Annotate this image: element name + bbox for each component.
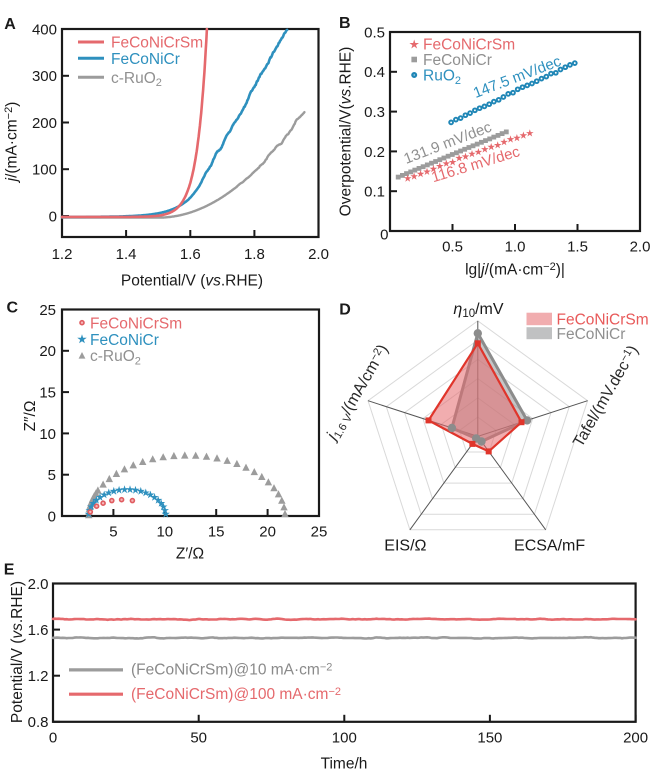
svg-text:Potential/V (vs.RHE): Potential/V (vs.RHE) xyxy=(121,273,263,290)
svg-text:EIS/Ω: EIS/Ω xyxy=(384,538,426,555)
svg-text:(FeCoNiCrSm)@10 mA·cm−2: (FeCoNiCrSm)@10 mA·cm−2 xyxy=(131,662,332,679)
svg-text:Time/h: Time/h xyxy=(321,756,368,773)
svg-text:RuO2: RuO2 xyxy=(423,68,461,87)
svg-text:20: 20 xyxy=(259,524,276,541)
svg-text:A: A xyxy=(4,16,16,33)
svg-text:η10/mV: η10/mV xyxy=(453,301,503,320)
svg-text:1.6: 1.6 xyxy=(28,622,49,639)
svg-text:200: 200 xyxy=(623,730,648,747)
svg-text:5: 5 xyxy=(48,467,56,484)
svg-text:100: 100 xyxy=(332,730,357,747)
svg-text:0.1: 0.1 xyxy=(364,184,385,201)
svg-text:2.0: 2.0 xyxy=(28,576,49,593)
svg-text:D: D xyxy=(339,302,351,319)
svg-text:50: 50 xyxy=(190,730,207,747)
svg-text:0: 0 xyxy=(49,730,57,747)
svg-text:FeCoNiCrSm: FeCoNiCrSm xyxy=(557,312,649,329)
svg-text:0.2: 0.2 xyxy=(364,144,385,161)
svg-text:0.4: 0.4 xyxy=(364,64,385,81)
svg-text:j/(mA·cm−2): j/(mA·cm−2) xyxy=(3,102,21,184)
svg-text:0.8: 0.8 xyxy=(28,714,49,731)
svg-text:FeCoNiCr: FeCoNiCr xyxy=(423,52,492,69)
svg-text:c-RuO2: c-RuO2 xyxy=(90,348,141,367)
svg-text:1.2: 1.2 xyxy=(52,246,73,263)
svg-text:FeCoNiCrSm: FeCoNiCrSm xyxy=(111,35,203,52)
svg-text:c-RuO2: c-RuO2 xyxy=(111,70,162,89)
svg-text:1.6: 1.6 xyxy=(180,246,201,263)
svg-text:400: 400 xyxy=(32,21,57,38)
svg-text:FeCoNiCr: FeCoNiCr xyxy=(111,51,180,68)
svg-text:0.5: 0.5 xyxy=(364,24,385,41)
svg-text:0.5: 0.5 xyxy=(442,239,463,256)
svg-text:FeCoNiCr: FeCoNiCr xyxy=(557,326,626,343)
svg-text:FeCoNiCrSm: FeCoNiCrSm xyxy=(423,37,515,54)
svg-text:2.0: 2.0 xyxy=(630,239,650,256)
svg-text:1.8: 1.8 xyxy=(244,246,265,263)
svg-text:lg|j/(mA·cm−2)|: lg|j/(mA·cm−2)| xyxy=(465,261,565,279)
svg-text:B: B xyxy=(339,15,351,32)
svg-text:0.3: 0.3 xyxy=(364,104,385,121)
svg-text:5: 5 xyxy=(109,524,117,541)
svg-text:1.2: 1.2 xyxy=(28,668,49,685)
svg-text:200: 200 xyxy=(32,115,57,132)
svg-text:FeCoNiCrSm: FeCoNiCrSm xyxy=(90,315,182,332)
svg-text:1.5: 1.5 xyxy=(567,239,588,256)
svg-text:100: 100 xyxy=(32,162,57,179)
svg-text:0: 0 xyxy=(49,208,57,225)
svg-text:(FeCoNiCrSm)@100 mA·cm−2: (FeCoNiCrSm)@100 mA·cm−2 xyxy=(131,686,341,703)
svg-text:15: 15 xyxy=(39,385,56,402)
svg-text:Z″/Ω: Z″/Ω xyxy=(22,401,39,432)
svg-text:C: C xyxy=(7,300,19,317)
svg-text:2.0: 2.0 xyxy=(308,246,329,263)
svg-text:Overpotential/V(vs.RHE): Overpotential/V(vs.RHE) xyxy=(338,47,355,217)
svg-text:10: 10 xyxy=(39,426,56,443)
svg-text:FeCoNiCr: FeCoNiCr xyxy=(90,332,159,349)
svg-text:1.4: 1.4 xyxy=(116,246,137,263)
svg-text:0: 0 xyxy=(48,508,56,525)
svg-text:Potential/V (vs.RHE): Potential/V (vs.RHE) xyxy=(9,581,26,723)
svg-text:1.0: 1.0 xyxy=(505,239,526,256)
svg-text:E: E xyxy=(4,562,15,579)
svg-text:Z′/Ω: Z′/Ω xyxy=(176,546,204,563)
svg-text:10: 10 xyxy=(156,524,173,541)
svg-text:ECSA/mF: ECSA/mF xyxy=(514,538,585,555)
svg-text:0: 0 xyxy=(380,226,388,243)
svg-text:300: 300 xyxy=(32,68,57,85)
svg-text:25: 25 xyxy=(311,524,328,541)
svg-text:20: 20 xyxy=(39,343,56,360)
svg-text:15: 15 xyxy=(208,524,225,541)
svg-text:25: 25 xyxy=(39,302,56,319)
svg-text:150: 150 xyxy=(477,730,502,747)
